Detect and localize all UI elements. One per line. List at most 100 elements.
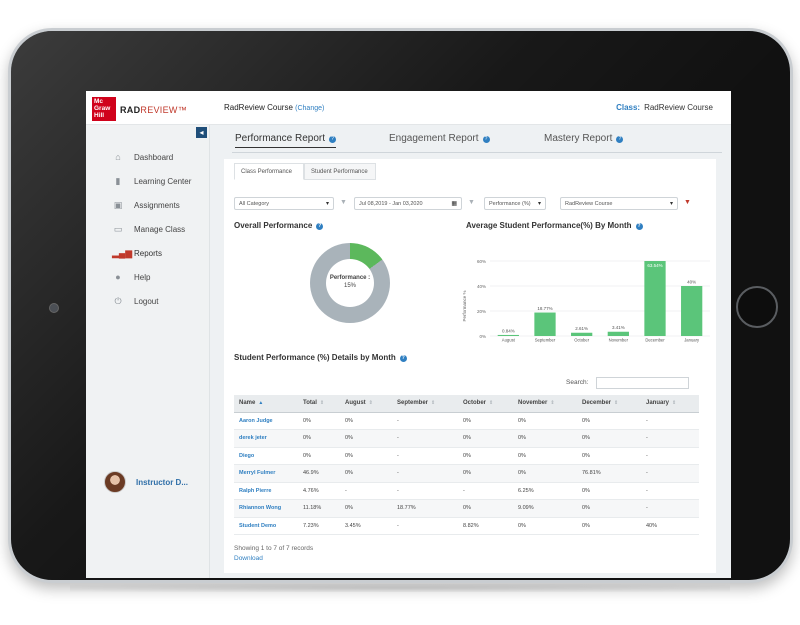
sidebar-item-reports[interactable]: ▂▄▆ Reports xyxy=(112,247,163,258)
app-screen: Mc Graw Hill RADREVIEW™ RadReview Course (… xyxy=(86,91,731,578)
main-content: Performance Report? Engagement Report? M… xyxy=(210,125,731,578)
help-icon[interactable]: ? xyxy=(316,223,324,230)
donut-center: Performance : 15% xyxy=(326,259,374,307)
col-header-december[interactable]: December ⇕ xyxy=(577,395,641,413)
table-cell: 6.25% xyxy=(513,482,577,500)
tab-class-performance[interactable]: Class Performance xyxy=(234,163,304,180)
table-cell: 0% xyxy=(458,499,513,518)
help-icon[interactable]: ? xyxy=(616,136,624,143)
search-input[interactable] xyxy=(596,377,689,389)
table-cell: 8.82% xyxy=(458,517,513,535)
category-select[interactable]: All Category ▾ xyxy=(234,197,334,210)
table-cell: 7.23% xyxy=(298,517,340,535)
tab-engagement-report[interactable]: Engagement Report? xyxy=(389,133,490,147)
user-profile[interactable]: Instructor D... xyxy=(104,471,188,493)
bar-chart-icon: ▂▄▆ xyxy=(112,247,133,258)
table-cell: 0% xyxy=(340,464,392,483)
help-icon[interactable]: ? xyxy=(399,355,407,362)
filter-icon[interactable]: ▼ xyxy=(340,199,347,206)
help-icon[interactable]: ? xyxy=(635,223,643,230)
edit-icon: ▭ xyxy=(113,223,123,234)
table-cell: - xyxy=(641,499,699,518)
table-cell: 0% xyxy=(458,412,513,430)
col-header-september[interactable]: September ⇕ xyxy=(392,395,458,413)
col-header-name[interactable]: Name ▲ xyxy=(234,395,298,413)
table-cell: 18.77% xyxy=(392,499,458,518)
sidebar-item-manage-class[interactable]: ▭ Manage Class xyxy=(113,223,186,234)
y-axis-label: Performance % xyxy=(462,290,467,321)
table-cell: 0% xyxy=(513,412,577,430)
sidebar-item-logout[interactable]: ⏻ Logout xyxy=(86,289,210,313)
sidebar-item-assignments[interactable]: ▣ Assignments xyxy=(113,199,180,210)
avatar xyxy=(104,471,126,493)
help-icon[interactable]: ? xyxy=(482,136,490,143)
brand-name: RADREVIEW™ xyxy=(120,105,188,115)
sidebar-item-learning-center[interactable]: ▮ Learning Center xyxy=(86,169,210,193)
x-tick-label: November xyxy=(609,338,629,343)
tab-performance-report[interactable]: Performance Report? xyxy=(235,133,337,148)
bar xyxy=(534,312,556,336)
table-cell: 4.76% xyxy=(298,482,340,500)
bar-value-label: 3.41% xyxy=(612,325,625,330)
help-icon[interactable]: ? xyxy=(329,136,337,143)
search-label: Search: xyxy=(566,379,589,386)
student-name-link[interactable]: Merryl Fulmer xyxy=(234,464,298,483)
filter-bar: All Category ▾ ▼ Jul 08,2019 - Jan 03,202… xyxy=(234,197,709,211)
table-cell: 76.81% xyxy=(577,464,641,483)
y-tick-label: 60% xyxy=(477,259,486,264)
sidebar-item-dashboard[interactable]: ⌂ Dashboard xyxy=(86,145,210,169)
collapse-sidebar-icon[interactable]: ◂ xyxy=(196,127,207,138)
student-name-link[interactable]: Ralph Pierre xyxy=(234,482,298,500)
col-header-total[interactable]: Total ⇕ xyxy=(298,395,340,413)
table-cell: - xyxy=(392,412,458,430)
student-name-link[interactable]: Diego xyxy=(234,447,298,465)
tablet-frame: Mc Graw Hill RADREVIEW™ RadReview Course (… xyxy=(8,28,793,583)
tab-student-performance[interactable]: Student Performance xyxy=(304,163,376,180)
sidebar-item-help[interactable]: ● Help xyxy=(86,265,210,289)
col-header-november[interactable]: November ⇕ xyxy=(513,395,577,413)
power-icon: ⏻ xyxy=(114,295,122,306)
student-name-link[interactable]: Aaron Judge xyxy=(234,412,298,430)
table-cell: 0% xyxy=(298,412,340,430)
profile-name: Instructor D... xyxy=(136,477,189,487)
student-name-link[interactable]: Student Demo xyxy=(234,517,298,535)
home-icon: ⌂ xyxy=(115,152,121,162)
donut-label: Performance : xyxy=(329,275,371,281)
table-cell: - xyxy=(392,447,458,465)
table-cell: 11.18% xyxy=(298,499,340,518)
table-cell: 3.45% xyxy=(340,517,392,535)
y-tick-label: 20% xyxy=(477,309,486,314)
student-name-link[interactable]: Rhiannon Wong xyxy=(234,499,298,518)
x-tick-label: September xyxy=(535,338,556,343)
bar-value-label: 18.77% xyxy=(537,306,552,311)
table-cell: - xyxy=(641,429,699,448)
course-title: RadReview Course (Change) xyxy=(224,103,325,112)
home-button[interactable] xyxy=(736,286,778,328)
change-course-link[interactable]: (Change) xyxy=(295,105,325,112)
clear-filter-icon[interactable]: ▼ xyxy=(684,199,691,206)
metric-select[interactable]: Performance (%) ▾ xyxy=(484,197,546,210)
report-panel: Class Performance Student Performance Al… xyxy=(224,159,716,573)
table-row: Student Demo 7.23% 3.45% -8.82% 0% 0% 40% xyxy=(234,517,699,535)
course-select[interactable]: RadReview Course ▾ xyxy=(560,197,678,210)
student-name-link[interactable]: derek jeter xyxy=(234,429,298,448)
table-cell: 0% xyxy=(340,499,392,518)
calendar-icon[interactable]: ▦ xyxy=(451,201,457,207)
bar xyxy=(571,332,593,336)
student-performance-table: Name ▲ Total ⇕ August ⇕ September ⇕ October ⇕… xyxy=(234,395,699,535)
top-bar: Mc Graw Hill RADREVIEW™ RadReview Course (… xyxy=(86,91,731,125)
tab-mastery-report[interactable]: Mastery Report? xyxy=(544,133,624,147)
table-cell: 0% xyxy=(513,517,577,535)
table-cell: 0% xyxy=(577,482,641,500)
filter-icon[interactable]: ▼ xyxy=(468,199,475,206)
col-header-august[interactable]: August ⇕ xyxy=(340,395,392,413)
table-cell: 0% xyxy=(577,429,641,448)
table-cell: - xyxy=(392,464,458,483)
book-icon: ▮ xyxy=(115,175,121,186)
x-tick-label: January xyxy=(684,338,700,343)
col-header-january[interactable]: January ⇕ xyxy=(641,395,699,413)
col-header-october[interactable]: October ⇕ xyxy=(458,395,513,413)
download-link[interactable]: Download xyxy=(234,555,263,562)
date-range-input[interactable]: Jul 08,2019 - Jan 03,2020 ▦ xyxy=(354,197,462,210)
overall-performance-donut: Performance : 15% xyxy=(310,243,390,323)
